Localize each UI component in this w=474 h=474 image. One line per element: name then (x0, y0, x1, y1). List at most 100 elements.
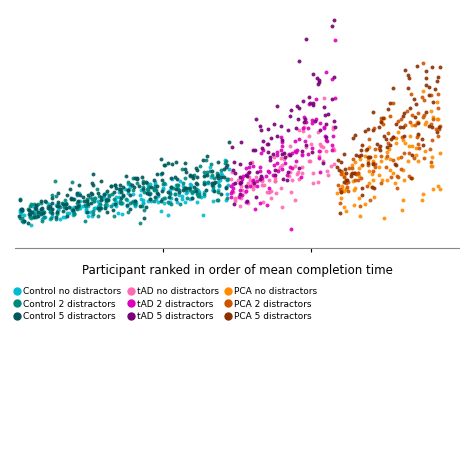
Point (428, 153, 435, 160)
Point (292, 158, 300, 165)
Point (410, 154, 418, 161)
Point (159, 181, 166, 188)
Point (405, 71, 412, 79)
Point (209, 171, 216, 178)
Point (429, 115, 437, 122)
Point (286, 142, 293, 149)
Point (160, 179, 168, 187)
Point (323, 133, 330, 141)
Point (258, 145, 266, 152)
Point (129, 197, 137, 205)
Point (298, 151, 306, 158)
Point (116, 199, 123, 207)
Point (126, 205, 134, 212)
Point (70, 208, 77, 216)
Point (88, 195, 96, 202)
Point (375, 171, 383, 178)
Point (320, 125, 328, 132)
Point (258, 181, 266, 189)
Point (429, 99, 437, 106)
Point (79, 202, 87, 210)
Point (243, 182, 250, 190)
Point (235, 193, 242, 201)
Point (216, 176, 223, 184)
Point (117, 187, 125, 194)
Point (371, 164, 379, 171)
Point (168, 161, 176, 168)
Point (237, 191, 244, 198)
Point (398, 133, 406, 141)
Point (386, 141, 394, 149)
Point (239, 173, 246, 180)
Point (124, 201, 131, 209)
Point (377, 117, 385, 125)
Point (81, 217, 89, 225)
Point (194, 192, 201, 200)
Point (285, 172, 292, 179)
Point (59, 214, 67, 221)
Point (365, 125, 372, 133)
Point (164, 212, 172, 219)
Point (352, 170, 359, 178)
Point (293, 170, 301, 178)
Point (308, 144, 315, 151)
Point (200, 172, 208, 179)
Point (286, 112, 293, 120)
Point (273, 159, 281, 167)
Point (300, 124, 308, 131)
Point (154, 190, 162, 197)
Point (347, 170, 355, 177)
Point (302, 141, 310, 148)
Point (242, 198, 250, 206)
Point (88, 179, 95, 186)
Point (48, 205, 56, 213)
Point (97, 177, 104, 185)
Point (414, 132, 421, 139)
Point (94, 185, 101, 193)
Point (181, 184, 188, 192)
Point (391, 179, 399, 186)
Point (210, 187, 218, 195)
Point (229, 181, 237, 188)
Point (201, 190, 208, 198)
Point (172, 173, 179, 181)
Point (365, 168, 373, 175)
Legend: Control no distractors, Control 2 distractors, Control 5 distractors, tAD no dis: Control no distractors, Control 2 distra… (15, 287, 317, 321)
Point (151, 193, 159, 201)
Point (152, 180, 159, 187)
Point (320, 124, 328, 131)
Point (187, 181, 195, 189)
Point (392, 161, 400, 169)
Point (308, 119, 316, 127)
Point (369, 168, 376, 175)
Point (340, 173, 348, 181)
Point (413, 133, 421, 140)
Point (336, 186, 344, 193)
Point (48, 200, 56, 207)
Point (407, 174, 414, 182)
Point (89, 190, 96, 198)
Point (428, 162, 436, 170)
Point (371, 193, 378, 201)
Point (66, 185, 73, 193)
Point (206, 163, 214, 171)
Point (168, 194, 175, 202)
Point (383, 143, 391, 151)
Point (17, 210, 25, 218)
Point (228, 189, 235, 197)
Point (160, 199, 168, 206)
Point (159, 185, 167, 193)
Point (336, 210, 344, 217)
Point (112, 194, 120, 201)
Point (403, 108, 411, 115)
X-axis label: Participant ranked in order of mean completion time: Participant ranked in order of mean comp… (82, 264, 392, 277)
Point (222, 163, 230, 171)
Point (408, 91, 415, 98)
Point (133, 175, 141, 182)
Point (336, 200, 344, 207)
Point (386, 99, 393, 107)
Point (253, 177, 261, 185)
Point (70, 203, 77, 210)
Point (46, 209, 54, 216)
Point (208, 167, 215, 174)
